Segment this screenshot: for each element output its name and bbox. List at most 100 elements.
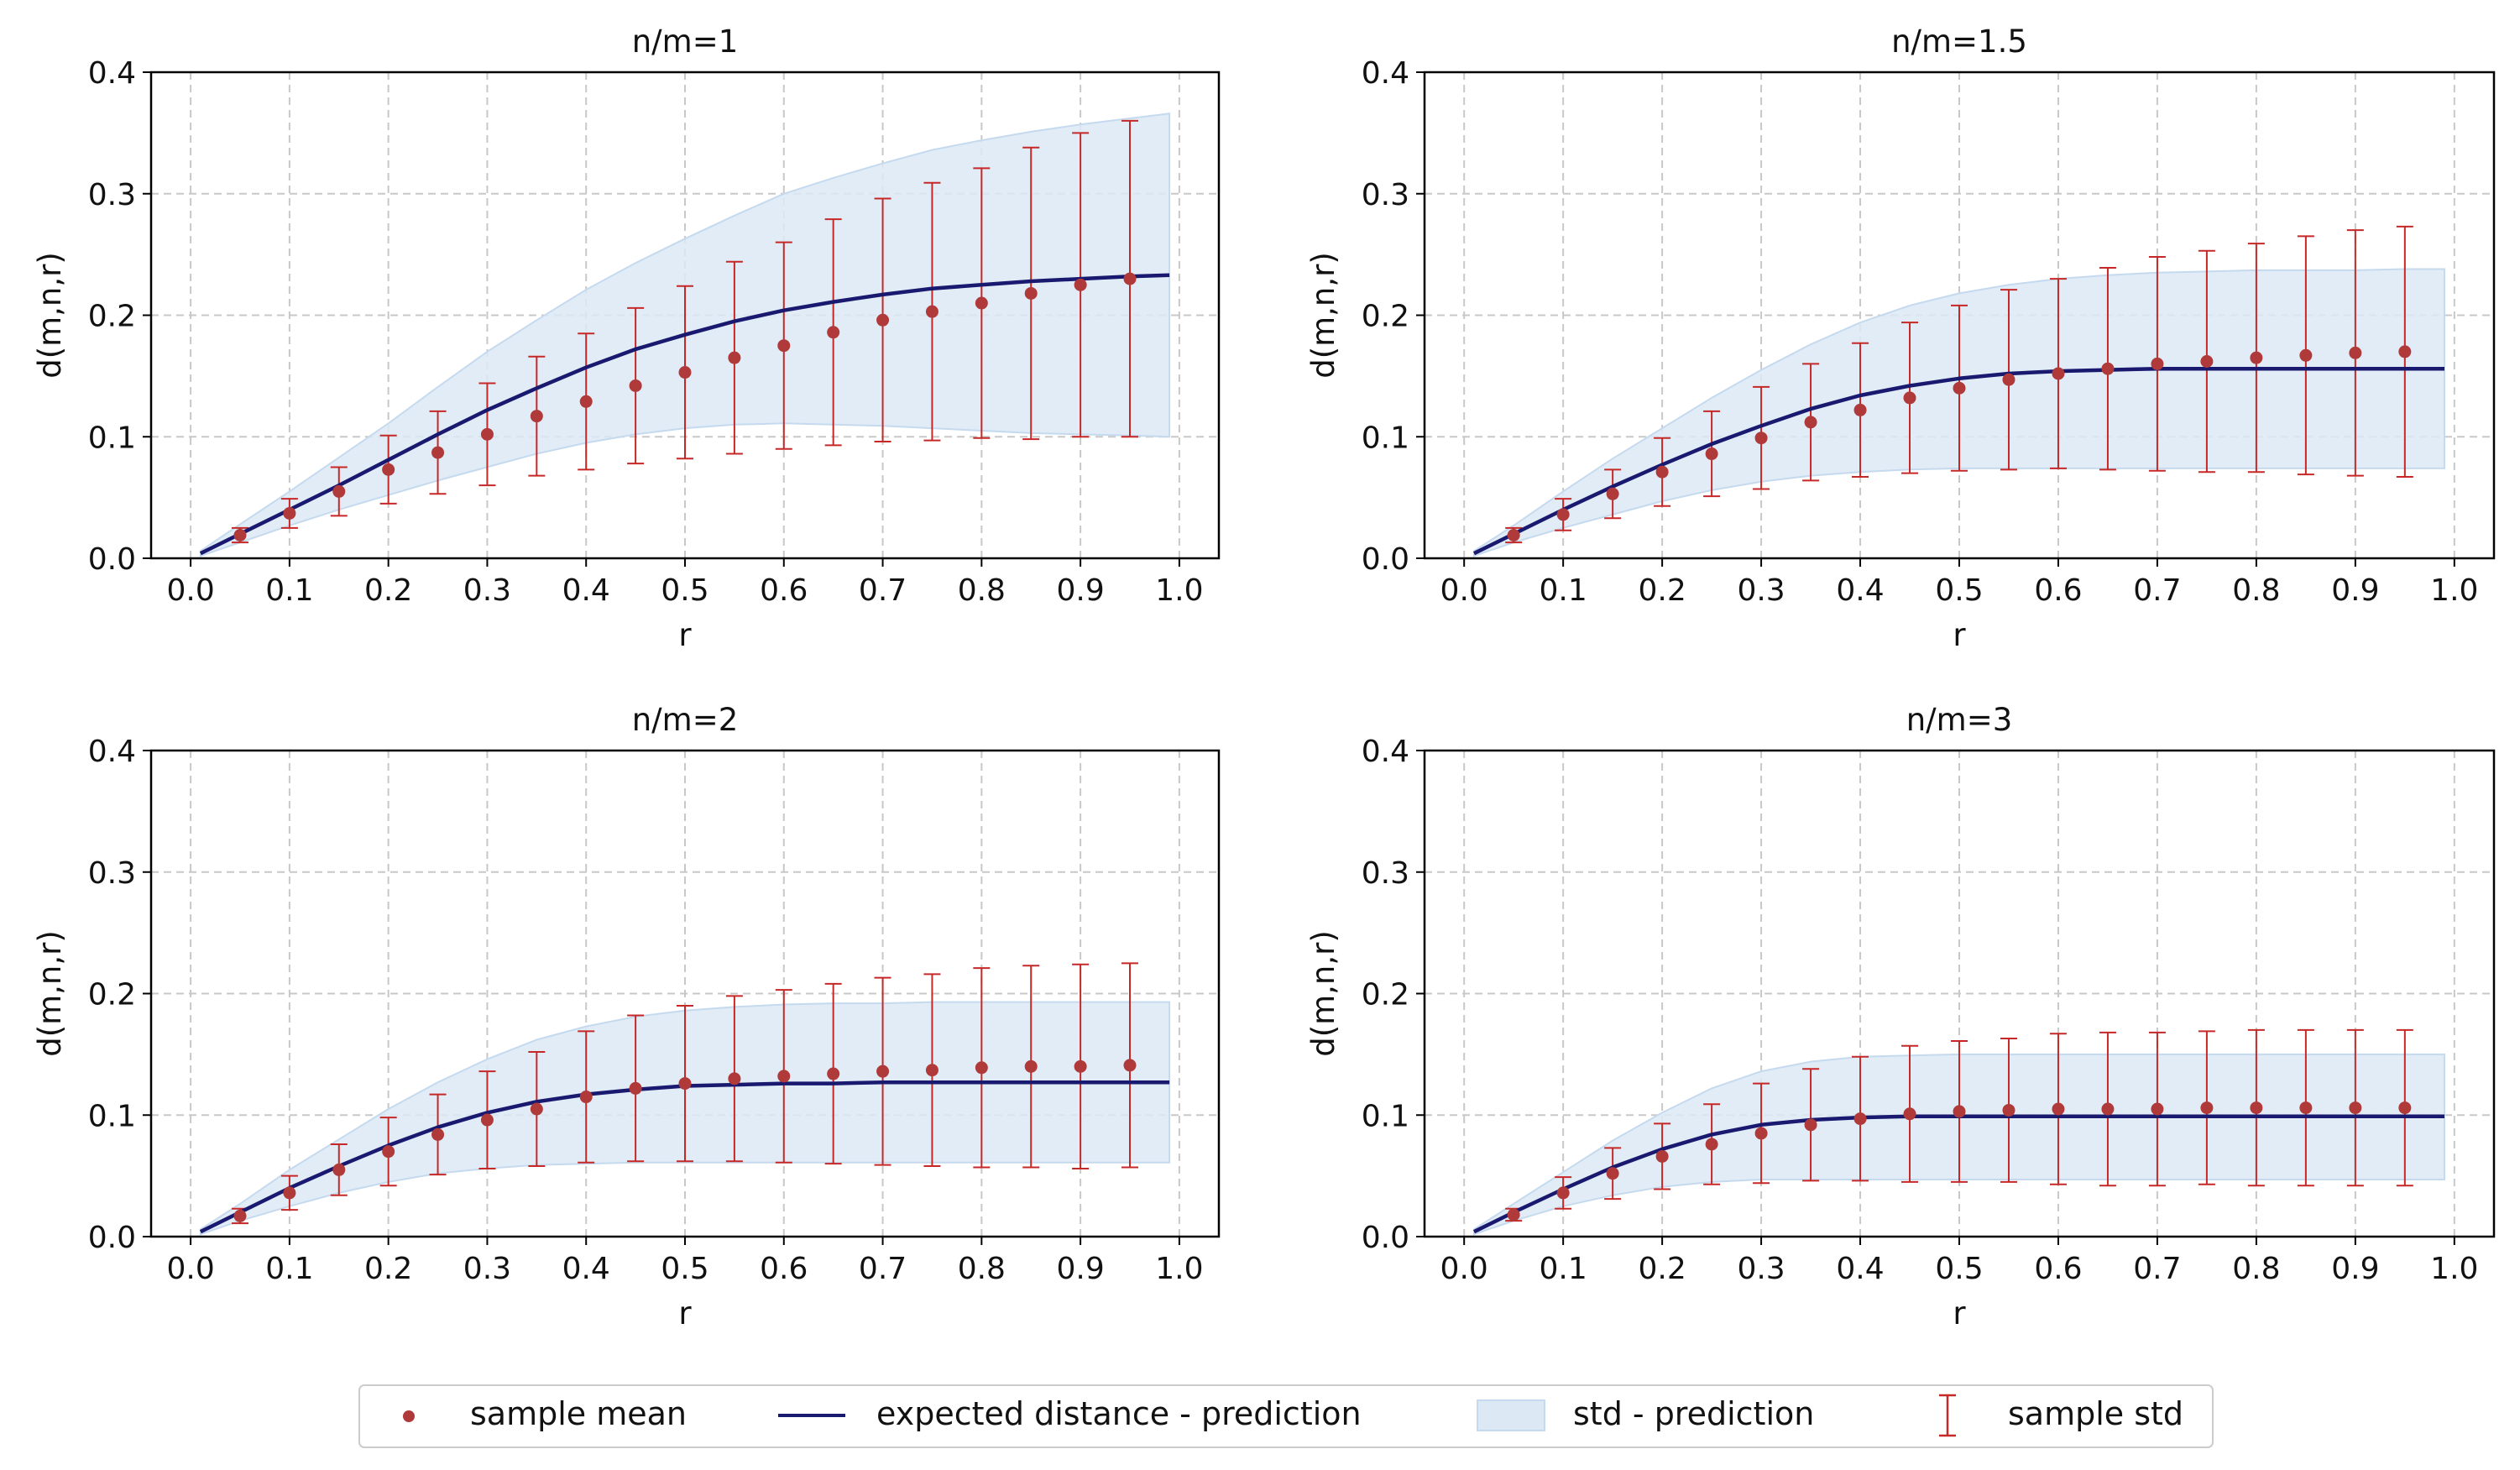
chart-2-xtick-label: 0.2 (1638, 573, 1686, 608)
chart-2-xtick-label: 1.0 (2430, 573, 2478, 608)
legend-sample-mean-label: sample mean (470, 1395, 687, 1432)
chart-4-xtick-label: 1.0 (2430, 1252, 2478, 1286)
chart-2-xtick-label: 0.9 (2331, 573, 2379, 608)
chart-3-sample-mean-point (975, 1061, 988, 1075)
chart-4-xtick-label: 0.3 (1737, 1252, 1785, 1286)
chart-2-xtick-label: 0.1 (1540, 573, 1587, 608)
chart-2-xtick-label: 0.5 (1935, 573, 1983, 608)
chart-2-sample-mean-point (1953, 381, 1966, 395)
chart-3-sample-mean-point (233, 1209, 247, 1222)
chart-1-sample-mean-point (1074, 278, 1087, 291)
chart-2-sample-mean-point (2250, 351, 2263, 364)
chart-4-ytick-label: 0.4 (1362, 735, 1409, 769)
chart-4-xtick-label: 0.9 (2331, 1252, 2379, 1286)
chart-1-sample-mean-point (530, 410, 543, 423)
chart-2-xtick-label: 0.0 (1440, 573, 1488, 608)
chart-4-sample-mean-point (2349, 1101, 2362, 1115)
chart-2-ylabel: d(m,n,r) (1305, 252, 1341, 379)
chart-3-xtick-label: 0.0 (166, 1252, 214, 1286)
chart-3-sample-mean-point (332, 1163, 346, 1176)
chart-2-xtick-label: 0.6 (2034, 573, 2082, 608)
chart-4-sample-mean-point (1507, 1208, 1520, 1222)
chart-2-xtick-label: 0.4 (1836, 573, 1884, 608)
chart-3-sample-mean-point (431, 1127, 445, 1141)
chart-2-sample-mean-point (1754, 432, 1768, 445)
chart-1-sample-mean-point (431, 446, 445, 459)
chart-3-sample-mean-point (530, 1102, 543, 1116)
chart-2-ytick-label: 0.1 (1362, 421, 1409, 455)
chart-1-xtick-label: 0.9 (1056, 573, 1104, 608)
chart-4-sample-means (1507, 1101, 2412, 1222)
chart-1-sample-mean-point (382, 463, 395, 476)
chart-3-xtick-label: 0.1 (265, 1252, 313, 1286)
chart-4-sample-mean-point (1705, 1138, 1718, 1151)
chart-3-ytick-label: 0.1 (88, 1099, 136, 1133)
chart-2-ytick-label: 0.2 (1362, 300, 1409, 334)
chart-2-sample-mean-point (2151, 357, 2164, 370)
chart-2-sample-mean-point (1556, 508, 1570, 521)
chart-1-ytick-label: 0.3 (88, 178, 136, 212)
chart-4-sample-mean-point (1655, 1149, 1669, 1163)
chart-4-xtick-label: 0.4 (1836, 1252, 1884, 1286)
chart-1-sample-mean-point (283, 506, 296, 520)
chart-1-ytick-label: 0.2 (88, 300, 136, 334)
legend-std-band-label: std - prediction (1573, 1395, 1814, 1432)
chart-1-ytick-label: 0.0 (88, 542, 136, 577)
chart-3-xlabel: r (678, 1295, 692, 1331)
chart-2-sample-mean-point (2349, 346, 2362, 359)
chart-2-sample-mean-point (2398, 345, 2412, 358)
chart-4-xlabel: r (1953, 1295, 1966, 1331)
chart-2-title: n/m=1.5 (1891, 24, 2027, 60)
chart-3-sample-mean-point (283, 1186, 296, 1200)
chart-3-xtick-label: 0.8 (958, 1252, 1006, 1286)
chart-3-sample-mean-point (480, 1113, 494, 1127)
chart-1-sample-mean-point (1123, 272, 1137, 285)
chart-4-sample-mean-point (1804, 1118, 1817, 1132)
chart-2-xtick-label: 0.3 (1737, 573, 1785, 608)
chart-4-sample-mean-point (1853, 1112, 1867, 1126)
chart-1-xtick-label: 0.6 (760, 573, 808, 608)
chart-1-sample-mean-point (777, 339, 791, 353)
chart-2-sample-mean-point (2299, 348, 2313, 362)
chart-1-xtick-label: 0.8 (958, 573, 1006, 608)
chart-4-ylabel: d(m,n,r) (1305, 930, 1341, 1057)
chart-3-sample-mean-point (678, 1077, 692, 1091)
chart-4-sample-mean-point (1606, 1167, 1619, 1180)
chart-1-xtick-label: 0.3 (463, 573, 511, 608)
chart-3-xtick-label: 0.9 (1056, 1252, 1104, 1286)
chart-3-xtick-label: 0.5 (661, 1252, 708, 1286)
chart-1-sample-mean-point (332, 484, 346, 498)
chart-1-sample-mean-point (579, 395, 593, 408)
chart-4-ytick-label: 0.0 (1362, 1221, 1409, 1255)
chart-4-sample-mean-point (2398, 1101, 2412, 1115)
chart-1-xlabel: r (678, 617, 692, 653)
chart-4-xtick-label: 0.7 (2133, 1252, 2181, 1286)
chart-2-sample-mean-point (1606, 487, 1619, 500)
chart-1-xtick-label: 0.1 (265, 573, 313, 608)
chart-3-title: n/m=2 (632, 702, 739, 738)
chart-4-sample-mean-point (1953, 1105, 1966, 1118)
chart-1-sample-mean-point (827, 326, 840, 339)
chart-2-prediction-line (1473, 366, 2444, 556)
chart-4-sample-mean-point (1754, 1127, 1768, 1140)
chart-4-ytick-label: 0.1 (1362, 1099, 1409, 1133)
chart-2-sample-mean-point (1853, 403, 1867, 416)
chart-3-xtick-label: 0.4 (562, 1252, 610, 1286)
chart-3-sample-mean-point (629, 1081, 642, 1095)
chart-4-xtick-label: 0.6 (2034, 1252, 2082, 1286)
chart-4-xtick-label: 0.2 (1638, 1252, 1686, 1286)
chart-3-sample-mean-point (1123, 1059, 1137, 1072)
chart-4-xtick-label: 0.8 (2232, 1252, 2280, 1286)
chart-2-sample-mean-point (1804, 416, 1817, 429)
chart-2-sample-means (1507, 345, 2412, 541)
chart-3-xtick-label: 1.0 (1155, 1252, 1203, 1286)
chart-3-ytick-label: 0.3 (88, 856, 136, 891)
chart-3-xtick-label: 0.7 (859, 1252, 907, 1286)
legend-frame (358, 1384, 2214, 1448)
chart-1-xtick-label: 0.7 (859, 573, 907, 608)
chart-1-ytick-label: 0.1 (88, 421, 136, 455)
chart-2-sample-mean-point (1903, 391, 1916, 405)
chart-1-sample-mean-point (233, 528, 247, 541)
chart-3-sample-mean-point (876, 1065, 890, 1078)
chart-3-sample-mean-point (777, 1070, 791, 1083)
